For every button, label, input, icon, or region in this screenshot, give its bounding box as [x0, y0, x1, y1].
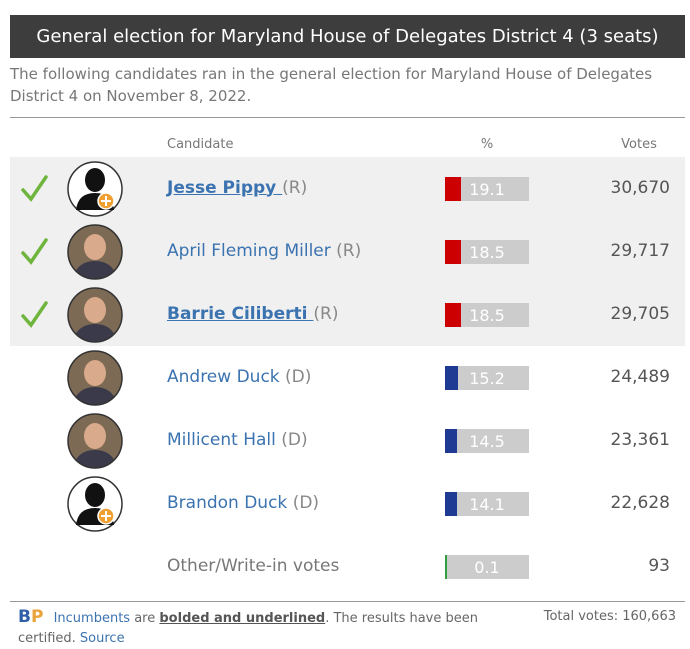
link[interactable]: Incumbents	[53, 611, 131, 626]
percent-bar	[445, 491, 457, 516]
candidate-name[interactable]: April Fleming Miller	[167, 240, 331, 261]
percent-bar-track: 18.5	[445, 302, 529, 327]
party: (D)	[292, 492, 320, 513]
percent-label: 19.1	[469, 179, 505, 199]
percent-bar	[445, 239, 461, 264]
percent-bar-track: 14.1	[445, 491, 529, 516]
candidate-name[interactable]: Jesse Pippy	[167, 177, 277, 198]
party: (D)	[285, 366, 312, 387]
avatar	[67, 223, 123, 280]
percent-label: 18.5	[469, 242, 505, 262]
avatar	[67, 160, 123, 217]
winner-check	[21, 237, 48, 265]
candidate-name[interactable]: Barrie Ciliberti	[167, 303, 308, 324]
candidate: April Fleming Miller (R)	[167, 241, 361, 261]
party: (D)	[281, 429, 308, 450]
candidate-name[interactable]: Andrew Duck	[167, 366, 280, 387]
title-bar: General election for Maryland House of D…	[10, 15, 685, 58]
candidate: Andrew Duck (D)	[167, 367, 311, 387]
percent-label: 14.5	[469, 431, 505, 451]
divider	[10, 601, 685, 602]
votes: 24,489	[610, 366, 670, 387]
votes: 22,628	[610, 492, 670, 513]
candidate: Jesse Pippy (R)	[167, 178, 307, 198]
intro: The following candidates ran in the gene…	[10, 65, 653, 105]
percent-label: 18.5	[469, 305, 505, 325]
avatar	[67, 412, 123, 469]
votes: 23,361	[610, 429, 670, 450]
percent-bar-track: 18.5	[445, 239, 529, 264]
column-header: Votes	[621, 137, 657, 152]
percent-label: 14.1	[469, 494, 505, 514]
candidate-name[interactable]: Millicent Hall	[167, 429, 276, 450]
votes: 93	[648, 555, 670, 576]
percent-bar	[445, 302, 461, 327]
logo: B	[18, 607, 31, 627]
percent-bar	[445, 365, 458, 390]
votes: 29,717	[610, 240, 670, 261]
percent-label: 15.2	[469, 368, 505, 388]
percent-bar-track: 0.1	[445, 554, 529, 579]
percent-bar	[445, 428, 458, 453]
avatar	[67, 475, 123, 532]
avatar	[67, 349, 123, 406]
percent-bar-track: 15.2	[445, 365, 529, 390]
percent-bar-track: 14.5	[445, 428, 529, 453]
winner-check	[21, 174, 48, 202]
logo: P	[30, 607, 44, 627]
candidate-name[interactable]: Brandon Duck	[167, 492, 288, 513]
link[interactable]: Source	[79, 631, 125, 646]
note-bold: bolded and underlined	[159, 611, 326, 626]
percent-bar	[445, 554, 447, 579]
party: (R)	[313, 303, 339, 324]
winner-check	[21, 300, 48, 328]
party: (R)	[336, 240, 362, 261]
footer-note: BP Incumbents are bolded and underlined.…	[18, 607, 498, 649]
votes: 30,670	[610, 177, 670, 198]
candidate: Brandon Duck (D)	[167, 493, 319, 513]
candidate-name: Other/Write-in votes	[167, 555, 340, 576]
candidate: Millicent Hall (D)	[167, 430, 308, 450]
column-header: %	[480, 137, 494, 152]
total-votes: Total votes: 160,663	[543, 609, 676, 624]
divider	[10, 117, 685, 118]
percent-label: 0.1	[474, 557, 500, 577]
candidate: Other/Write-in votes	[167, 556, 339, 576]
column-header: Candidate	[167, 137, 234, 152]
candidate: Barrie Ciliberti (R)	[167, 304, 338, 324]
percent-bar	[445, 176, 462, 201]
percent-bar-track: 19.1	[445, 176, 529, 201]
votes: 29,705	[610, 303, 670, 324]
note-text: are	[134, 611, 156, 626]
avatar	[67, 286, 123, 343]
party: (R)	[282, 177, 308, 198]
